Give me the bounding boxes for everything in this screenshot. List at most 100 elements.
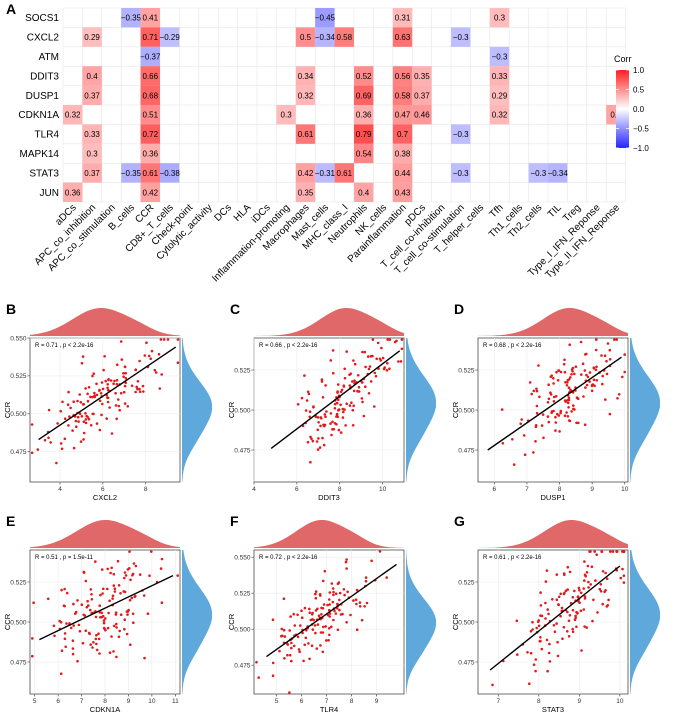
scatter-point: [575, 610, 578, 614]
scatter-point: [590, 565, 594, 568]
scatter-point: [160, 373, 163, 376]
scatter-point: [385, 576, 389, 579]
scatter-point: [586, 564, 590, 568]
scatter-point: [95, 642, 98, 646]
scatter-point: [333, 407, 337, 410]
scatter-point: [339, 403, 342, 407]
scatter-point: [363, 350, 367, 354]
heatmap-cell-label: −0.3: [453, 130, 469, 139]
scatter-point: [117, 398, 120, 401]
scatter-point: [106, 400, 110, 404]
scatter-point: [529, 629, 533, 633]
scatter-point: [563, 573, 566, 576]
scatter-point: [84, 579, 88, 583]
y-marginal-density: [182, 550, 212, 694]
scatter-point: [95, 393, 99, 397]
scatter-point: [552, 382, 555, 385]
scatter-point: [98, 604, 101, 607]
scatter-point: [373, 371, 377, 375]
scatter-point: [123, 576, 126, 580]
scatter-point: [288, 629, 292, 632]
scatter-point: [101, 387, 105, 391]
scatter-point: [562, 362, 566, 366]
scatter-point: [90, 593, 93, 596]
scatter-point: [80, 361, 84, 365]
scatter-point: [343, 376, 347, 380]
scatter-point: [91, 374, 94, 378]
scatter-point: [84, 418, 88, 421]
scatter-point: [332, 618, 335, 622]
scatter-point: [400, 338, 404, 341]
scatter-point: [552, 400, 556, 403]
scatter-point: [554, 395, 558, 398]
scatter-point: [102, 621, 106, 625]
regression-line: [39, 574, 174, 641]
x-tick-label: 9: [590, 486, 594, 493]
x-marginal-density: [30, 308, 180, 336]
scatter-point: [145, 341, 148, 345]
scatter-point: [138, 387, 141, 391]
scatter-point: [331, 371, 335, 375]
heatmap-cell: [489, 46, 510, 67]
scatter-point: [547, 612, 550, 616]
heatmap-cell: [63, 182, 83, 202]
heatmap-cell-label: 0.43: [395, 188, 411, 197]
scatter-point: [317, 421, 320, 424]
scatter-point: [100, 568, 104, 571]
scatter-point: [159, 338, 163, 341]
regression-line: [270, 350, 401, 449]
scatter-point: [567, 396, 571, 400]
scatter-point: [94, 615, 98, 619]
scatter-point: [99, 392, 103, 395]
scatter-point: [55, 461, 58, 465]
heatmap-cell-label: 0.3: [494, 14, 506, 23]
x-tick-label: 7: [496, 698, 500, 705]
scatter-point: [60, 649, 64, 652]
heatmap-cell-label: −0.37: [140, 53, 161, 62]
correlation-stat: R = 0.68 , p < 2.2e-16: [483, 343, 542, 349]
heatmap-cell-label: −0.45: [315, 14, 336, 23]
scatter-point: [594, 579, 597, 582]
scatter-point: [356, 374, 360, 377]
scatter-point: [588, 380, 591, 383]
scatter-point: [126, 405, 130, 408]
x-tick-label: 10: [621, 486, 629, 493]
scatter-point: [84, 412, 87, 415]
x-tick-label: 10: [616, 698, 624, 705]
scatter-point: [112, 650, 115, 653]
scatter-point: [77, 623, 81, 627]
scatter-point: [345, 402, 349, 406]
scatter-point: [568, 570, 572, 574]
scatter-point: [32, 601, 35, 604]
heatmap-cell-label: −0.34: [315, 33, 336, 42]
heatmap-cell: [392, 66, 413, 86]
scatter-point: [592, 366, 596, 370]
scatter-point: [388, 338, 392, 341]
scatter-point: [528, 381, 532, 384]
scatter-point: [314, 415, 318, 419]
scatter-point: [86, 392, 89, 396]
scatter-point: [117, 584, 121, 587]
scatter-point: [515, 619, 519, 623]
scatter-point: [312, 618, 316, 622]
scatter-point: [113, 587, 117, 590]
scatter-point: [547, 651, 551, 655]
scatter-point: [334, 612, 338, 615]
heatmap-cell-label: −0.34: [548, 169, 569, 178]
x-tick-label: 9: [578, 698, 582, 705]
scatter-point: [594, 348, 598, 352]
scatter-point: [573, 408, 576, 411]
heatmap-row-label: CXCL2: [27, 33, 60, 44]
scatter-point: [31, 637, 34, 640]
heatmap-cell: [140, 27, 160, 47]
scatter-point: [338, 608, 341, 612]
heatmap-cell-label: 0.42: [143, 188, 159, 197]
scatter-point: [379, 359, 383, 362]
scatter-point: [566, 381, 569, 384]
x-marginal-density: [254, 308, 404, 336]
scatter-point: [608, 358, 612, 361]
scatter-point: [595, 338, 598, 341]
scatter-point: [124, 381, 127, 385]
scatter-point: [608, 412, 612, 416]
scatter-point: [300, 396, 304, 400]
